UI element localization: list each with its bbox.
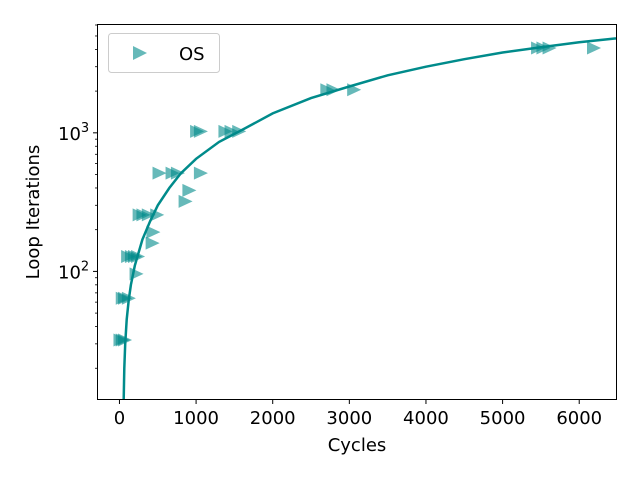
data-point-19	[170, 166, 185, 180]
data-point-13	[141, 208, 156, 222]
data-point-10	[129, 267, 144, 281]
data-point-34	[587, 41, 602, 55]
data-point-14	[150, 208, 165, 222]
data-point-22	[182, 183, 197, 197]
legend-marker-triangle-icon	[133, 46, 147, 60]
data-point-30	[347, 83, 362, 97]
y-tick-label: 103	[58, 121, 89, 145]
data-point-9	[131, 250, 146, 264]
legend: OS	[108, 33, 220, 73]
y-tick-label: 102	[58, 259, 89, 283]
y-axis-label: Loop Iterations	[23, 145, 44, 280]
plot-frame	[97, 24, 617, 400]
data-point-20	[193, 166, 208, 180]
x-tick-label: 3000	[326, 408, 372, 429]
data-point-24	[193, 124, 208, 138]
data-point-15	[146, 225, 161, 239]
x-axis-label: Cycles	[328, 435, 387, 456]
data-point-26	[224, 124, 239, 138]
data-point-21	[178, 194, 193, 208]
data-point-5	[121, 291, 136, 305]
data-point-16	[145, 236, 160, 250]
x-tick-label: 4000	[403, 408, 449, 429]
legend-frame	[108, 33, 220, 73]
x-axis-ticks: 0 1000 2000 3000 4000 5000 6000	[114, 399, 602, 429]
data-point-33	[542, 41, 557, 55]
plot-content	[113, 37, 617, 400]
x-tick-label: 0	[114, 408, 125, 429]
data-point-29	[326, 83, 341, 97]
legend-label-os: OS	[179, 44, 205, 65]
y-axis-ticks: 102 103	[58, 24, 98, 369]
fit-curve	[122, 37, 617, 400]
x-tick-label: 1000	[173, 408, 219, 429]
x-tick-label: 2000	[250, 408, 296, 429]
data-point-27	[232, 124, 247, 138]
data-point-2	[118, 333, 133, 347]
x-tick-label: 5000	[480, 408, 526, 429]
x-tick-label: 6000	[556, 408, 602, 429]
data-point-17	[152, 166, 167, 180]
